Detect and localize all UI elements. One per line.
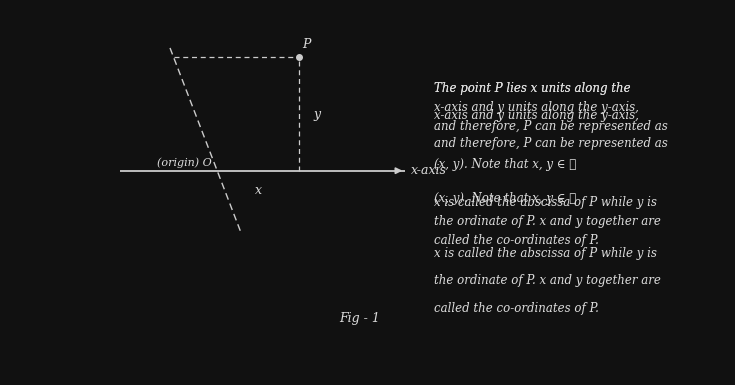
Text: Fig - 1: Fig - 1 (339, 312, 380, 325)
Text: (origin) O: (origin) O (157, 157, 212, 168)
Text: (x, y). Note that x, y ∈ ℝ: (x, y). Note that x, y ∈ ℝ (434, 192, 576, 205)
Text: the ordinate of P. x and y together are: the ordinate of P. x and y together are (434, 275, 661, 287)
Text: P: P (302, 38, 310, 51)
Text: The point P lies x units along the: The point P lies x units along the (434, 82, 631, 95)
Text: and therefore, P can be represented as: and therefore, P can be represented as (434, 137, 667, 150)
Text: called the co-ordinates of P.: called the co-ordinates of P. (434, 302, 598, 315)
Text: The point P lies x units along the
x-axis and y units along the y-axis,
and ther: The point P lies x units along the x-axi… (434, 82, 667, 247)
Text: x-axis: x-axis (411, 164, 447, 177)
Text: x is called the abscissa of P while y is: x is called the abscissa of P while y is (434, 247, 656, 260)
Text: y: y (313, 107, 320, 121)
Text: x: x (254, 184, 262, 197)
Text: x-axis and y units along the y-axis,: x-axis and y units along the y-axis, (434, 109, 639, 122)
